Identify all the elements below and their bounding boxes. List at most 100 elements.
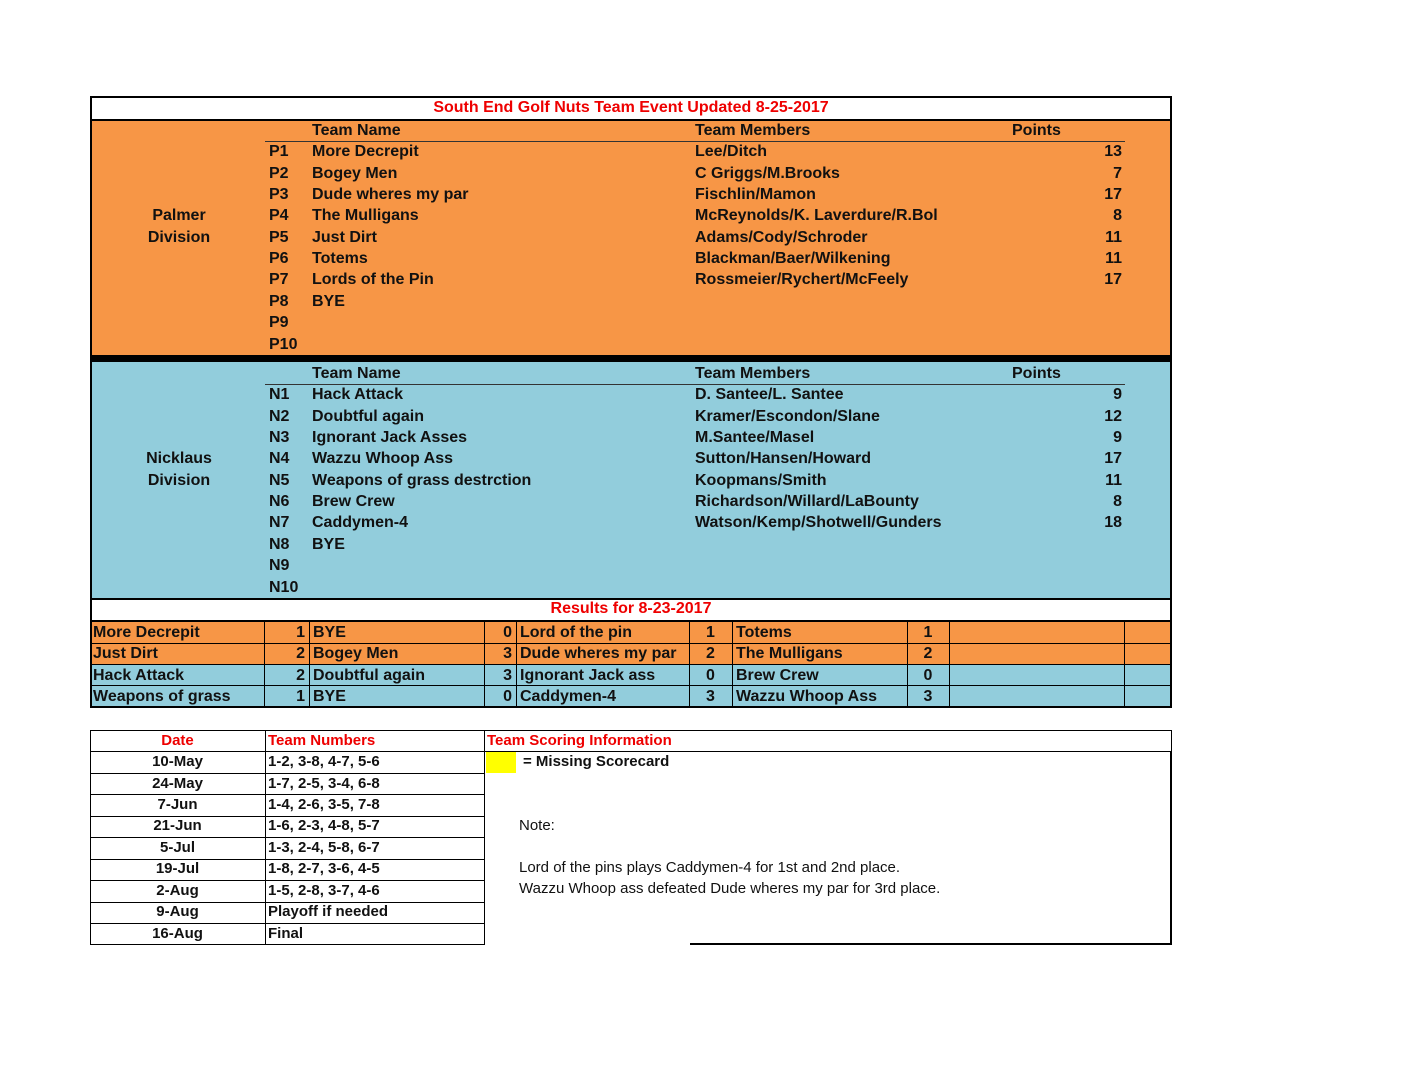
- result-text: BYE: [313, 623, 346, 641]
- division-block: [90, 362, 1172, 598]
- team-code: N3: [269, 429, 290, 447]
- schedule-teams: 1-6, 2-3, 4-8, 5-7: [268, 817, 380, 835]
- schedule-teams: 1-7, 2-5, 3-4, 6-8: [268, 774, 380, 792]
- result-cell: [90, 643, 265, 665]
- result-cell: [265, 643, 310, 665]
- schedule-date: 21-Jun: [153, 817, 202, 835]
- team-points: 12: [1104, 407, 1122, 425]
- team-points: 17: [1104, 186, 1122, 204]
- result-text: More Decrepit: [93, 623, 200, 641]
- team-code: P7: [269, 271, 289, 289]
- header-rule: [265, 141, 1125, 142]
- schedule-date: 19-Jul: [155, 860, 200, 878]
- team-name: Dude wheres my par: [312, 186, 469, 204]
- team-code: N8: [269, 535, 290, 553]
- schedule-teams: 1-2, 3-8, 4-7, 5-6: [268, 753, 380, 771]
- result-text: 3: [503, 666, 512, 684]
- result-text: Brew Crew: [736, 666, 819, 684]
- team-points: 17: [1104, 271, 1122, 289]
- team-points: 8: [1113, 493, 1122, 511]
- team-code: P6: [269, 250, 289, 268]
- team-code: P8: [269, 292, 289, 310]
- result-text: 3: [923, 688, 933, 705]
- schedule-date: 16-Aug: [152, 924, 203, 942]
- result-text: 2: [296, 666, 305, 684]
- team-code: N9: [269, 557, 290, 575]
- note-text: Wazzu Whoop ass defeated Dude wheres my …: [519, 880, 941, 897]
- result-text: 3: [706, 688, 715, 705]
- team-members: M.Santee/Masel: [695, 429, 815, 447]
- result-cell: [485, 643, 517, 665]
- team-points: 9: [1113, 429, 1122, 447]
- team-code: P10: [269, 335, 298, 353]
- result-cell: [950, 686, 1125, 708]
- result-text: BYE: [313, 688, 346, 705]
- result-cell: [733, 622, 908, 644]
- team-code: N6: [269, 493, 290, 511]
- team-points: 17: [1104, 450, 1122, 468]
- header: Points: [1012, 365, 1061, 382]
- note-label: Note:: [519, 817, 555, 834]
- result-text: Dude wheres my par: [520, 645, 677, 663]
- schedule-teams: 1-3, 2-4, 5-8, 6-7: [268, 838, 380, 856]
- team-name: Just Dirt: [312, 228, 377, 246]
- result-cell: [908, 622, 950, 644]
- legend-text: = Missing Scorecard: [523, 753, 670, 770]
- result-text: Caddymen-4: [520, 688, 617, 705]
- result-text: Just Dirt: [93, 645, 158, 663]
- schedule-teams: Final: [268, 924, 304, 942]
- result-text: Doubtful again: [313, 666, 425, 684]
- result-cell: [485, 622, 517, 644]
- team-members: Fischlin/Mamon: [695, 186, 816, 204]
- team-members: Blackman/Baer/Wilkening: [695, 250, 891, 268]
- team-code: N5: [269, 471, 290, 489]
- schedule-date: 5-Jul: [159, 838, 195, 856]
- result-text: 3: [503, 645, 512, 663]
- result-cell: [733, 643, 908, 665]
- title: South End Golf Nuts Team Event Updated 8…: [433, 99, 829, 116]
- result-text: 1: [296, 623, 305, 641]
- result-cell: [1125, 686, 1172, 708]
- team-points: 18: [1104, 514, 1122, 532]
- team-code: P5: [269, 228, 289, 246]
- schedule-teams: 1-4, 2-6, 3-5, 7-8: [268, 796, 380, 814]
- result-cell: [1125, 665, 1172, 686]
- team-name: Caddymen-4: [312, 514, 409, 532]
- team-members: McReynolds/K. Laverdure/R.Bol: [695, 207, 938, 225]
- team-points: 7: [1113, 164, 1122, 182]
- team-code: P9: [269, 314, 289, 332]
- result-cell: [950, 643, 1125, 665]
- result-cell: [950, 665, 1125, 686]
- header: Team Name: [312, 122, 401, 139]
- header: Team Name: [312, 365, 401, 382]
- result-text: 2: [923, 645, 933, 663]
- result-text: 1: [296, 688, 305, 705]
- team-members: Sutton/Hansen/Howard: [695, 450, 872, 468]
- division-block: [90, 121, 1172, 356]
- schedule-date: 24-May: [152, 774, 203, 792]
- result-cell: [908, 665, 950, 686]
- schedule-border: [1170, 751, 1172, 945]
- team-name: The Mulligans: [312, 207, 419, 225]
- schedule-date: 2-Aug: [156, 881, 199, 899]
- team-points: 13: [1104, 143, 1122, 161]
- team-name: Doubtful again: [312, 407, 424, 425]
- team-name: Bogey Men: [312, 164, 398, 182]
- schedule-header: Team Scoring Information: [487, 731, 672, 749]
- result-text: Hack Attack: [93, 666, 185, 684]
- results-bottom: [90, 706, 1172, 708]
- result-text: Bogey Men: [313, 645, 399, 663]
- team-points: 8: [1113, 207, 1122, 225]
- team-name: BYE: [312, 535, 345, 553]
- result-text: 1: [923, 623, 933, 641]
- team-name: Totems: [312, 250, 368, 268]
- schedule-date: 10-May: [152, 753, 203, 771]
- team-members: Lee/Ditch: [695, 143, 768, 161]
- schedule-date: 7-Jun: [157, 796, 198, 814]
- results-title-row: [90, 598, 1172, 622]
- team-members: D. Santee/L. Santee: [695, 386, 844, 404]
- division-label: Division: [147, 471, 211, 489]
- team-code: P2: [269, 164, 289, 182]
- result-cell: [517, 665, 690, 686]
